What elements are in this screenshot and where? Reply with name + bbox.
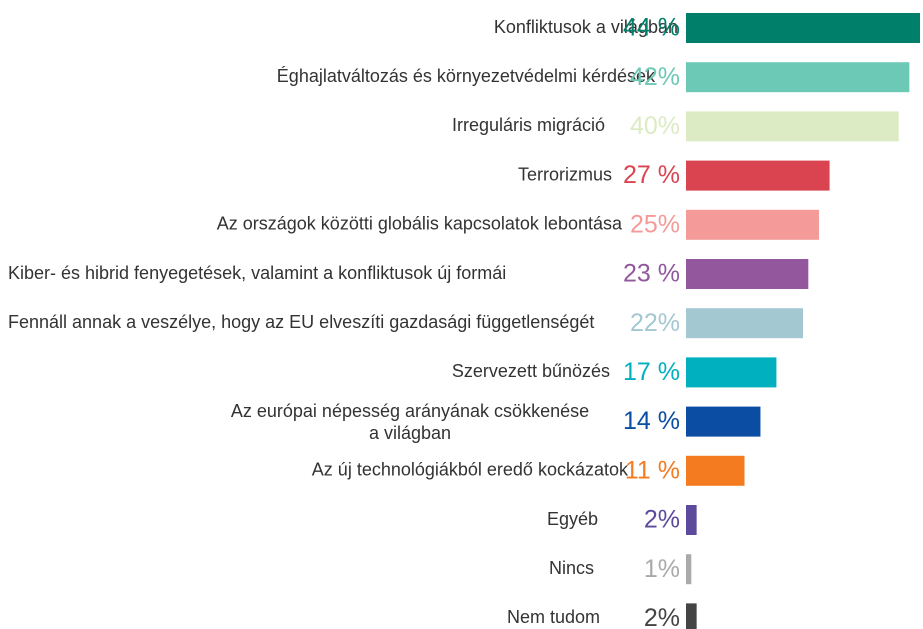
value-label: 22%	[630, 309, 680, 337]
value-label: 2%	[644, 506, 680, 534]
category-label: Szervezett bűnözés	[452, 361, 610, 381]
category-label: Terrorizmus	[518, 164, 612, 184]
bar	[686, 111, 899, 142]
bar	[686, 160, 830, 191]
category-label: Az országok közötti globális kapcsolatok…	[217, 214, 623, 234]
value-label: 44 %	[623, 14, 680, 42]
category-label: Nincs	[549, 558, 594, 578]
bar	[686, 455, 745, 486]
category-label: Éghajlatváltozás és környezetvédelmi kér…	[277, 66, 656, 86]
value-label: 23 %	[623, 260, 680, 288]
category-label: Egyéb	[547, 509, 598, 529]
value-label: 17 %	[623, 358, 680, 386]
category-label: Az új technológiákból eredő kockázatok	[312, 460, 629, 480]
value-label: 42%	[630, 63, 680, 91]
category-label: Irreguláris migráció	[452, 115, 605, 135]
bar	[686, 259, 809, 289]
bar	[686, 209, 819, 240]
bar	[686, 554, 692, 585]
bar	[686, 603, 697, 629]
bar	[686, 406, 761, 437]
value-label: 14 %	[623, 407, 680, 435]
value-label: 1%	[644, 555, 680, 583]
bar	[686, 13, 920, 43]
bar	[686, 308, 803, 339]
category-label-box: Az európai népesség arányának csökkenése…	[230, 400, 590, 443]
category-label: Fennáll annak a veszélye, hogy az EU elv…	[8, 312, 594, 332]
category-label: Konfliktusok a világban	[494, 17, 678, 37]
bar	[686, 357, 777, 388]
bar	[686, 505, 697, 535]
value-label: 2%	[644, 604, 680, 629]
category-label: Az európai népesség arányának csökkenése…	[230, 400, 590, 443]
bar	[686, 62, 910, 93]
value-label: 25%	[630, 210, 680, 238]
value-label: 27 %	[623, 161, 680, 189]
value-label: 40%	[630, 112, 680, 140]
value-label: 11 %	[625, 456, 680, 484]
category-label: Kiber- és hibrid fenyegetések, valamint …	[8, 263, 506, 283]
category-label: Nem tudom	[507, 607, 600, 627]
